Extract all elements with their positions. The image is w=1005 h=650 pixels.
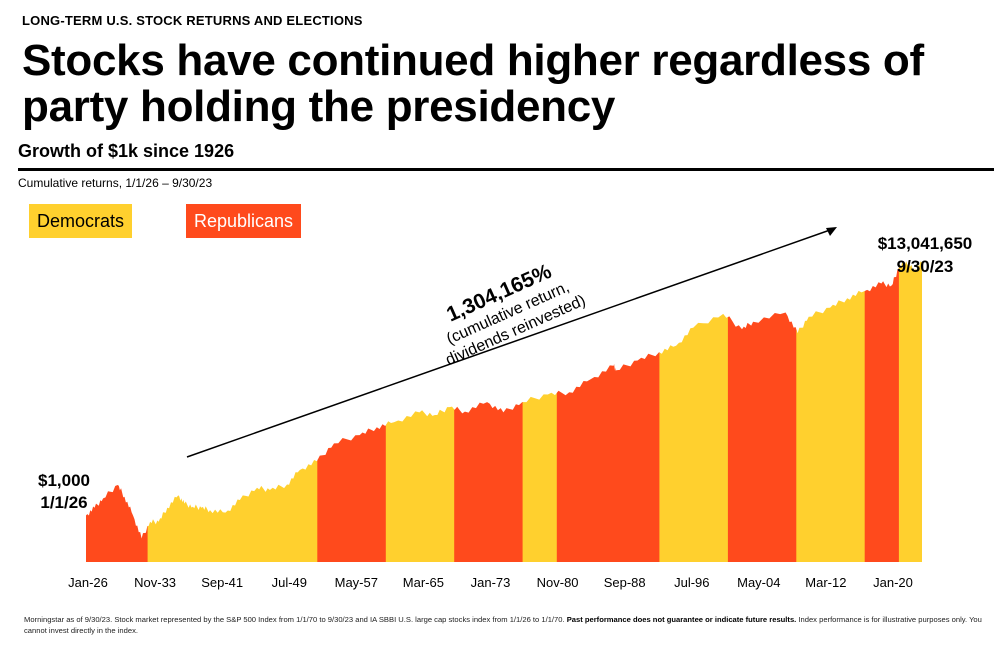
footnote: Morningstar as of 9/30/23. Stock market … (24, 614, 984, 636)
x-tick-label: Mar-12 (805, 575, 847, 590)
eyebrow-title: LONG-TERM U.S. STOCK RETURNS AND ELECTIO… (22, 13, 363, 28)
x-tick-label: May-04 (737, 575, 781, 590)
footnote-text: Morningstar as of 9/30/23. Stock market … (24, 615, 565, 624)
party-band-democrats-9 (796, 261, 866, 562)
legend-democrats: Democrats (29, 204, 133, 238)
start-value: $1,000 (38, 471, 90, 490)
x-tick-label: Jul-96 (674, 575, 710, 590)
x-tick-label: May-57 (334, 575, 378, 590)
x-tick-label: Nov-80 (536, 575, 579, 590)
page-title: Stocks have continued higher regardless … (22, 36, 924, 131)
title-divider (18, 168, 994, 171)
start-value-label: $1,000 1/1/26 (24, 470, 104, 514)
party-band-democrats-1 (147, 261, 318, 562)
party-band-republicans-10 (864, 261, 900, 562)
legend-republicans: Republicans (186, 204, 302, 238)
footnote-tail: Index performance is for illustrative pu… (24, 615, 982, 635)
party-band-republicans-2 (317, 261, 387, 562)
x-tick-label: Mar-65 (402, 575, 444, 590)
end-value-label: $13,041,650 9/30/23 (860, 232, 990, 278)
x-tick-label: Nov-33 (134, 575, 177, 590)
trend-arrow (186, 227, 837, 458)
x-tick-label: Jan-73 (470, 575, 511, 590)
party-bands (86, 261, 922, 562)
start-date: 1/1/26 (40, 493, 88, 512)
x-tick-label: Jan-26 (68, 575, 108, 590)
end-date: 9/30/23 (896, 257, 954, 276)
x-tick-label: Jan-20 (873, 575, 913, 590)
chart-subtitle: Growth of $1k since 1926 (18, 141, 235, 161)
end-value: $13,041,650 (877, 234, 973, 253)
arrow-head-icon (826, 227, 837, 236)
party-band-republicans-4 (454, 261, 524, 562)
x-tick-label: Jul-49 (271, 575, 308, 590)
party-band-democrats-7 (659, 261, 729, 562)
x-tick-label: Sep-41 (201, 575, 244, 590)
party-band-democrats-11 (898, 261, 922, 562)
party-band-democrats-3 (385, 261, 455, 562)
footnote-disclaimer: Past performance does not guarantee or i… (566, 615, 797, 624)
chart-caption: Cumulative returns, 1/1/26 – 9/30/23 (18, 176, 213, 190)
party-band-republicans-8 (727, 261, 797, 562)
x-tick-label: Sep-88 (603, 575, 646, 590)
